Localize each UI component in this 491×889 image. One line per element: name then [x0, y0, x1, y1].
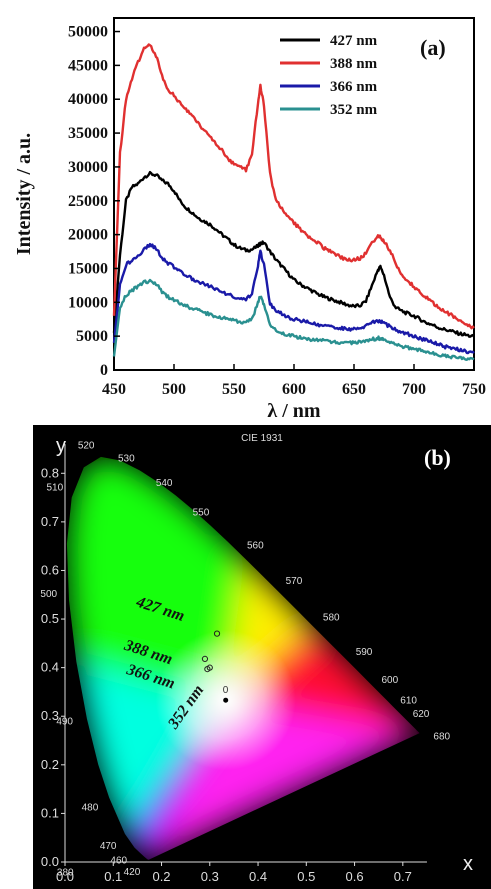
cie-x-tick-label: 0.6 — [346, 869, 364, 884]
cie-x-tick-label: 0.4 — [249, 869, 267, 884]
wavelength-label: 460 — [110, 856, 127, 867]
wavelength-label: 540 — [156, 478, 173, 489]
y-tick-label: 5000 — [76, 328, 108, 345]
x-tick-label: 750 — [462, 381, 486, 398]
wavelength-label: 520 — [78, 440, 95, 451]
spectrum-chart: 450 500 550 600 650 700 750 0 5000 10000 15000 200… — [13, 17, 486, 422]
panel-label-b: (b) — [424, 445, 451, 470]
legend-label: 352 nm — [330, 102, 378, 118]
x-axis: 450 500 550 600 650 700 750 — [102, 364, 486, 398]
wavelength-label: 620 — [413, 709, 430, 720]
cie-x-label: x — [463, 853, 473, 875]
cie-y-tick-label: 0.7 — [41, 514, 59, 529]
wavelength-label: 560 — [247, 541, 264, 552]
y-tick-label: 50000 — [68, 24, 108, 41]
wavelength-label: 680 — [433, 731, 450, 742]
chromaticity-point — [213, 630, 221, 637]
legend: 427 nm 388 nm 366 nm 352 nm — [280, 33, 378, 118]
wavelength-label: 500 — [40, 589, 57, 600]
chromaticity-point — [201, 655, 209, 662]
wavelength-label: 550 — [193, 508, 210, 519]
cie-x-tick-label: 0.1 — [104, 869, 122, 884]
series-line-388-nm — [112, 43, 475, 330]
y-axis: 0 5000 10000 15000 20000 25000 30000 35000 40000… — [68, 24, 120, 379]
y-axis-label: Intensity / a.u. — [13, 133, 35, 255]
y-tick-label: 45000 — [68, 57, 108, 74]
wavelength-label: 510 — [47, 482, 64, 493]
y-tick-label: 30000 — [68, 159, 108, 176]
series-line-427-nm — [112, 170, 475, 338]
wavelength-label: 570 — [286, 576, 303, 587]
cie-y-tick-label: 0.4 — [41, 660, 59, 675]
cie-y-tick-label: 0.6 — [41, 562, 59, 577]
cie-y-tick-label: 0.0 — [41, 854, 59, 869]
x-tick-label: 450 — [102, 381, 126, 398]
white-point — [223, 697, 229, 703]
series-lines — [112, 43, 475, 361]
x-tick-label: 700 — [402, 381, 426, 398]
series-line-366-nm — [112, 242, 475, 355]
panel-label-a: (a) — [420, 35, 446, 60]
y-tick-label: 40000 — [68, 91, 108, 108]
cie-y-label: y — [56, 435, 66, 457]
wavelength-label: 600 — [382, 675, 399, 686]
cie-x-tick-label: 0.5 — [297, 869, 315, 884]
cie-chart: 0.0 0.1 0.2 0.3 0.4 0.5 0.6 0.7 0.0 0.1 0.2 0.3 0.4 0… — [33, 425, 491, 889]
series-line-352-nm — [112, 278, 475, 361]
x-tick-label: 500 — [162, 381, 186, 398]
legend-label: 366 nm — [330, 79, 378, 95]
wavelength-label: 470 — [100, 841, 117, 852]
x-axis-label: λ / nm — [267, 400, 321, 422]
wavelength-label: 420 — [124, 867, 141, 878]
x-tick-label: 550 — [222, 381, 246, 398]
wavelength-label: 490 — [56, 717, 73, 728]
y-tick-label: 25000 — [68, 193, 108, 210]
wavelength-label: 480 — [82, 803, 99, 814]
cie-y-tick-label: 0.1 — [41, 805, 59, 820]
legend-label: 427 nm — [330, 33, 378, 49]
y-tick-label: 15000 — [68, 260, 108, 277]
x-tick-label: 650 — [342, 381, 366, 398]
cie-y-tick-label: 0.5 — [41, 611, 59, 626]
y-tick-label: 0 — [100, 362, 108, 379]
wavelength-label: 530 — [118, 453, 135, 464]
y-tick-label: 10000 — [68, 294, 108, 311]
wavelength-label: 380 — [57, 868, 74, 879]
cie-y-tick-label: 0.3 — [41, 708, 59, 723]
wavelength-label: 580 — [323, 612, 340, 623]
cie-y-tick-label: 0.8 — [41, 465, 59, 480]
cie-axes: 0.0 0.1 0.2 0.3 0.4 0.5 0.6 0.7 0.0 0.1 0.2 0.3 0.4 0… — [41, 444, 427, 884]
cie-x-tick-label: 0.7 — [394, 869, 412, 884]
cie-title: CIE 1931 — [241, 433, 283, 444]
cie-y-tick-label: 0.2 — [41, 757, 59, 772]
wavelength-label: 590 — [356, 647, 373, 658]
cie-x-tick-label: 0.2 — [152, 869, 170, 884]
x-tick-label: 600 — [282, 381, 306, 398]
cie-x-tick-label: 0.3 — [201, 869, 219, 884]
legend-label: 388 nm — [330, 56, 378, 72]
chromaticity-point — [206, 664, 213, 671]
wavelength-label: 610 — [400, 696, 417, 707]
y-tick-label: 20000 — [68, 227, 108, 244]
cie-x-tick-label: 0.0 — [56, 869, 74, 884]
y-tick-label: 35000 — [68, 125, 108, 142]
white-point-label: 0 — [223, 685, 229, 696]
